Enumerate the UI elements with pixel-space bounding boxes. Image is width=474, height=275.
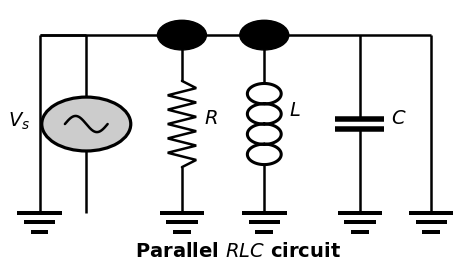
Text: Parallel $\mathit{RLC}$ circuit: Parallel $\mathit{RLC}$ circuit: [135, 243, 340, 262]
Circle shape: [42, 97, 131, 151]
Circle shape: [240, 20, 289, 50]
Text: $V_s$: $V_s$: [9, 111, 31, 132]
Circle shape: [157, 20, 207, 50]
Text: $C$: $C$: [391, 110, 407, 128]
Text: $L$: $L$: [289, 101, 301, 120]
Text: $R$: $R$: [204, 110, 218, 128]
